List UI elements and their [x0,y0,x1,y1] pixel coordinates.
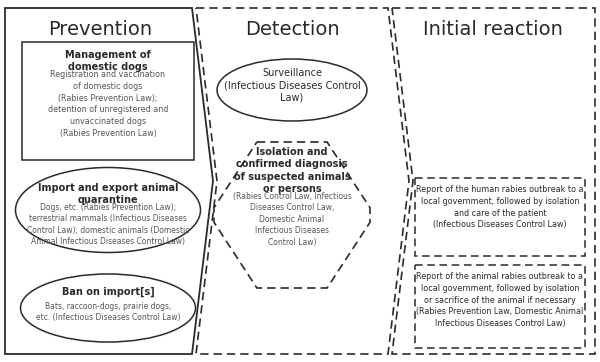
Polygon shape [392,8,595,354]
Text: Isolation and
confirmed diagnosis
of suspected animals
or persons: Isolation and confirmed diagnosis of sus… [233,147,350,194]
Text: Detection: Detection [245,20,340,39]
Text: Dogs, etc. (Rabies Prevention Law);
terrestrial mammals (Infectious Diseases
Con: Dogs, etc. (Rabies Prevention Law); terr… [27,203,189,247]
Text: Management of
domestic dogs: Management of domestic dogs [65,50,151,72]
Text: Surveillance
(Infectious Diseases Control
Law): Surveillance (Infectious Diseases Contro… [224,68,361,103]
Polygon shape [214,142,370,288]
Polygon shape [196,8,409,354]
FancyBboxPatch shape [22,42,194,160]
Text: Registration and vaccination
of domestic dogs
(Rabies Prevention Law);
detention: Registration and vaccination of domestic… [48,70,168,138]
Ellipse shape [217,59,367,121]
FancyBboxPatch shape [415,178,585,256]
Text: Report of the human rabies outbreak to a
local government, followed by isolation: Report of the human rabies outbreak to a… [416,185,584,230]
FancyBboxPatch shape [415,265,585,348]
Text: Import and export animal
quarantine: Import and export animal quarantine [38,183,178,205]
Text: (Rabies Control Law, Infectious
Diseases Control Law,
Domestic Animal
Infectious: (Rabies Control Law, Infectious Diseases… [233,192,352,247]
Ellipse shape [20,274,196,342]
Text: Report of the animal rabies outbreak to a
local government, followed by isolatio: Report of the animal rabies outbreak to … [416,272,584,328]
Polygon shape [5,8,213,354]
Text: Prevention: Prevention [48,20,152,39]
Text: Bats, raccoon-dogs, prairie dogs,
etc. (Infectious Diseases Control Law): Bats, raccoon-dogs, prairie dogs, etc. (… [36,302,180,323]
Text: Ban on import[s]: Ban on import[s] [62,287,154,297]
Ellipse shape [16,168,200,253]
Text: Initial reaction: Initial reaction [423,20,563,39]
